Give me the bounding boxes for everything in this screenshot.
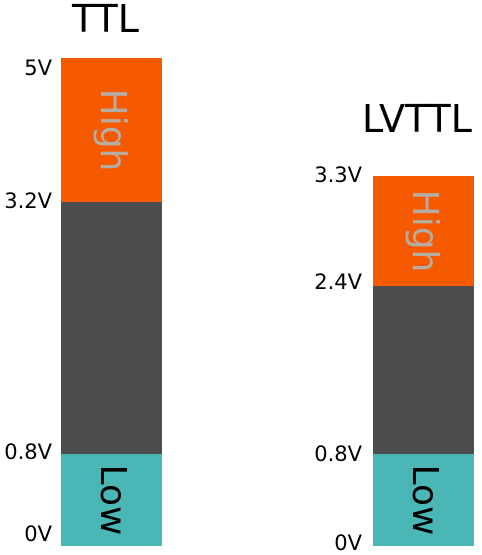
ttl-undefined-band (61, 202, 162, 454)
lvttl-undefined-band (373, 286, 474, 454)
lvttl-tick-2-4v: 2.4V (314, 270, 362, 294)
ttl-title: TTL (72, 0, 139, 41)
ttl-tick-0v: 0V (24, 522, 52, 546)
ttl-low-band (61, 454, 162, 546)
lvttl-low-band (373, 454, 474, 546)
ttl-tick-5v: 5V (24, 56, 52, 80)
ttl-low-label: Low (92, 464, 133, 536)
lvttl-tick-0-8v: 0.8V (314, 442, 362, 466)
ttl-high-band (61, 58, 162, 202)
lvttl-title: LVTTL (362, 97, 472, 141)
ttl-high-label: High (92, 88, 133, 172)
ttl-tick-0-8v: 0.8V (4, 440, 52, 464)
lvttl-low-label: Low (404, 464, 445, 536)
lvttl-high-band (373, 176, 474, 286)
lvttl-tick-3-3v: 3.3V (314, 163, 362, 187)
lvttl-tick-0v: 0V (334, 531, 362, 555)
lvttl-high-label: High (404, 189, 445, 273)
ttl-tick-3-2v: 3.2V (4, 189, 52, 213)
